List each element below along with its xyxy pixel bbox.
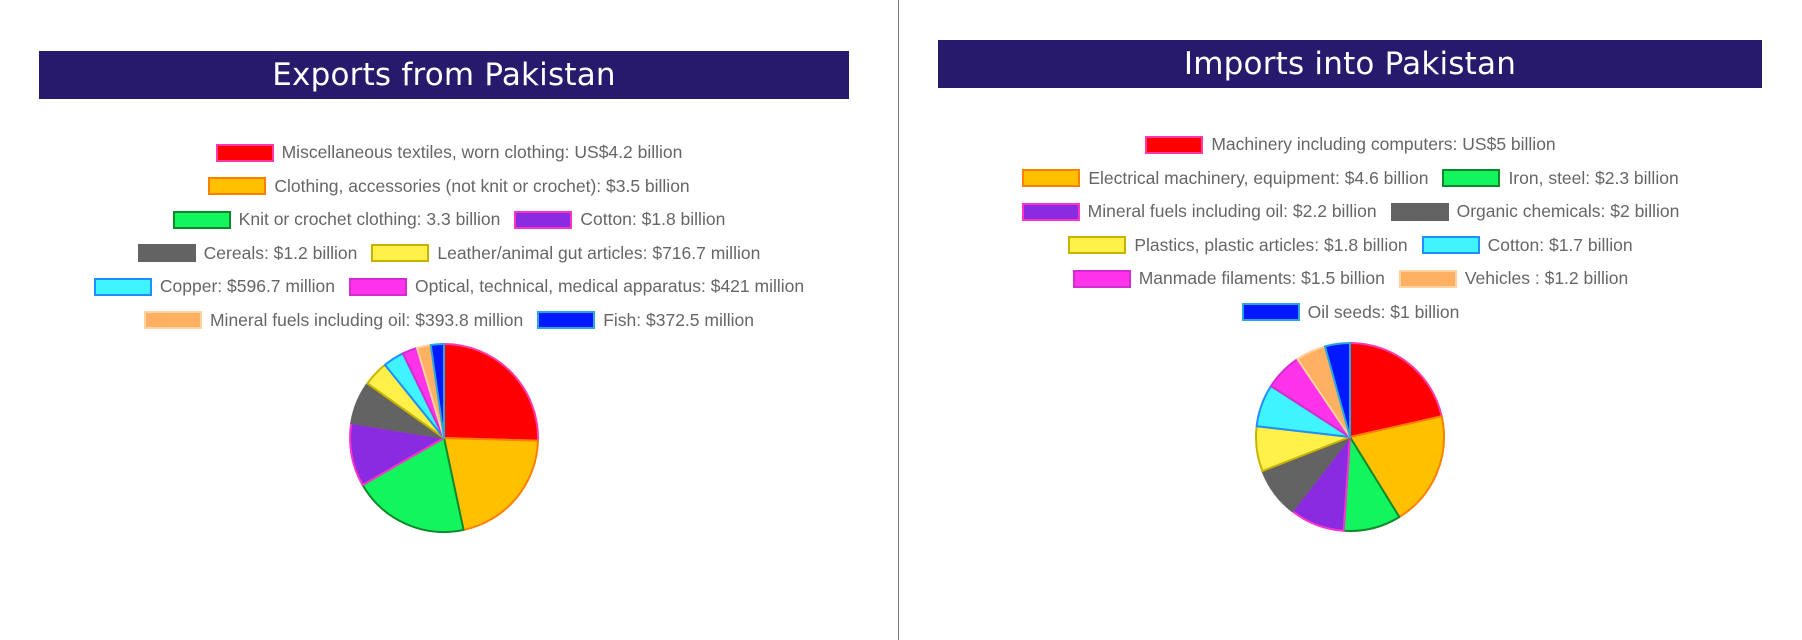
legend-swatch xyxy=(1398,269,1457,288)
legend-label: Mineral fuels including oil: $2.2 billio… xyxy=(1087,201,1377,222)
legend-swatch xyxy=(1072,269,1131,288)
legend-swatch xyxy=(143,311,202,330)
legend-item[interactable]: Manmade filaments: $1.5 billion xyxy=(1072,268,1385,289)
legend-label: Fish: $372.5 million xyxy=(603,309,754,330)
legend-swatch xyxy=(1390,202,1449,221)
legend-row: Mineral fuels including oil: $2.2 billio… xyxy=(899,195,1802,229)
legend-swatch xyxy=(349,277,407,296)
legend-swatch xyxy=(1145,135,1204,154)
legend-swatch xyxy=(93,277,152,296)
legend-item[interactable]: Plastics, plastic articles: $1.8 billion xyxy=(1068,234,1408,256)
legend-label: Iron, steel: $2.3 billion xyxy=(1508,167,1679,188)
pie-slice[interactable] xyxy=(361,437,465,533)
legend-swatch xyxy=(1022,169,1081,188)
imports-legend: Machinery including computers: US$5 bill… xyxy=(899,128,1802,329)
legend-swatch xyxy=(371,244,430,263)
imports-chart-title: Imports into Pakistan xyxy=(938,40,1762,88)
legend-row: Knit or crochet clothing: 3.3 billion Cot… xyxy=(0,203,898,237)
pie-slice[interactable] xyxy=(443,437,539,531)
legend-row: Manmade filaments: $1.5 billion Vehicles … xyxy=(899,262,1802,296)
legend-item[interactable]: Leather/animal gut articles: $716.7 mill… xyxy=(371,243,760,264)
legend-label: Electrical machinery, equipment: $4.6 bi… xyxy=(1088,167,1429,188)
legend-label: Leather/animal gut articles: $716.7 mill… xyxy=(437,242,761,263)
legend-label: Mineral fuels including oil: $393.8 mill… xyxy=(209,309,524,330)
pie-slice[interactable] xyxy=(1323,342,1351,438)
legend-label: Cotton: $1.7 billion xyxy=(1487,234,1633,255)
legend-item[interactable]: Iron, steel: $2.3 billion xyxy=(1442,167,1679,189)
legend-swatch xyxy=(537,311,596,330)
pie-slice[interactable] xyxy=(443,343,539,442)
legend-item[interactable]: Vehicles : $1.2 billion xyxy=(1398,268,1629,289)
legend-swatch xyxy=(215,143,274,162)
legend-item[interactable]: Mineral fuels including oil: $2.2 billio… xyxy=(1021,201,1377,222)
legend-item[interactable]: Machinery including computers: US$5 bill… xyxy=(1145,134,1556,155)
legend-label: Machinery including computers: US$5 bill… xyxy=(1211,134,1556,155)
legend-label: Cereals: $1.2 billion xyxy=(203,242,358,263)
legend-label: Miscellaneous textiles, worn clothing: U… xyxy=(281,142,683,163)
legend-item[interactable]: Miscellaneous textiles, worn clothing: U… xyxy=(215,142,683,163)
legend-label: Optical, technical, medical apparatus: $… xyxy=(415,276,805,297)
legend-swatch xyxy=(1241,303,1300,322)
legend-item[interactable]: Cotton: $1.7 billion xyxy=(1421,234,1633,256)
legend-swatch xyxy=(1421,236,1480,255)
legend-swatch xyxy=(1442,169,1501,188)
legend-swatch xyxy=(1021,202,1080,221)
legend-label: Knit or crochet clothing: 3.3 billion xyxy=(238,209,501,230)
legend-item[interactable]: Mineral fuels including oil: $393.8 mill… xyxy=(143,309,524,331)
legend-row: Copper: $596.7 million Optical, technical… xyxy=(0,270,898,304)
legend-label: Oil seeds: $1 billion xyxy=(1307,301,1460,322)
legend-item[interactable]: Fish: $372.5 million xyxy=(537,310,754,331)
legend-row: Clothing, accessories (not knit or croch… xyxy=(0,170,898,204)
legend-item[interactable]: Cotton: $1.8 billion xyxy=(514,209,725,230)
legend-swatch xyxy=(1068,236,1127,255)
exports-pie-chart xyxy=(349,342,539,533)
legend-item[interactable]: Organic chemicals: $2 billion xyxy=(1390,201,1680,222)
legend-swatch xyxy=(137,244,196,263)
legend-label: Manmade filaments: $1.5 billion xyxy=(1138,268,1385,289)
imports-panel: Imports into Pakistan Machinery includin… xyxy=(899,0,1802,640)
legend-item[interactable]: Copper: $596.7 million xyxy=(93,276,335,297)
pie-slice[interactable] xyxy=(1349,415,1445,518)
legend-label: Vehicles : $1.2 billion xyxy=(1464,268,1629,289)
legend-row: Cereals: $1.2 billion Leather/animal gut … xyxy=(0,237,898,271)
legend-row: Machinery including computers: US$5 bill… xyxy=(899,128,1802,162)
legend-label: Clothing, accessories (not knit or croch… xyxy=(274,175,690,196)
legend-item[interactable]: Oil seeds: $1 billion xyxy=(1241,301,1460,323)
exports-chart-title: Exports from Pakistan xyxy=(39,51,849,99)
legend-item[interactable]: Cereals: $1.2 billion xyxy=(137,242,358,264)
legend-swatch xyxy=(172,210,231,229)
legend-label: Copper: $596.7 million xyxy=(159,276,335,297)
legend-item[interactable]: Electrical machinery, equipment: $4.6 bi… xyxy=(1022,168,1428,189)
imports-pie-chart xyxy=(1255,342,1445,532)
panel-divider xyxy=(898,0,899,640)
legend-swatch xyxy=(208,177,267,196)
exports-panel: Exports from Pakistan Miscellaneous text… xyxy=(0,0,898,640)
legend-row: Plastics, plastic articles: $1.8 billion… xyxy=(899,229,1802,263)
legend-label: Plastics, plastic articles: $1.8 billion xyxy=(1134,234,1408,255)
legend-row: Miscellaneous textiles, worn clothing: U… xyxy=(0,136,898,170)
legend-row: Electrical machinery, equipment: $4.6 bi… xyxy=(899,162,1802,196)
legend-item[interactable]: Clothing, accessories (not knit or croch… xyxy=(208,175,690,197)
legend-swatch xyxy=(514,210,573,229)
pie-slice[interactable] xyxy=(1349,342,1443,438)
legend-label: Organic chemicals: $2 billion xyxy=(1456,201,1680,222)
legend-label: Cotton: $1.8 billion xyxy=(580,209,726,230)
pie-slice[interactable] xyxy=(429,342,445,439)
exports-legend: Miscellaneous textiles, worn clothing: U… xyxy=(0,136,898,337)
legend-item[interactable]: Knit or crochet clothing: 3.3 billion xyxy=(172,209,501,230)
legend-row: Mineral fuels including oil: $393.8 mill… xyxy=(0,304,898,338)
legend-item[interactable]: Optical, technical, medical apparatus: $… xyxy=(349,276,804,297)
legend-row: Oil seeds: $1 billion xyxy=(899,296,1802,330)
